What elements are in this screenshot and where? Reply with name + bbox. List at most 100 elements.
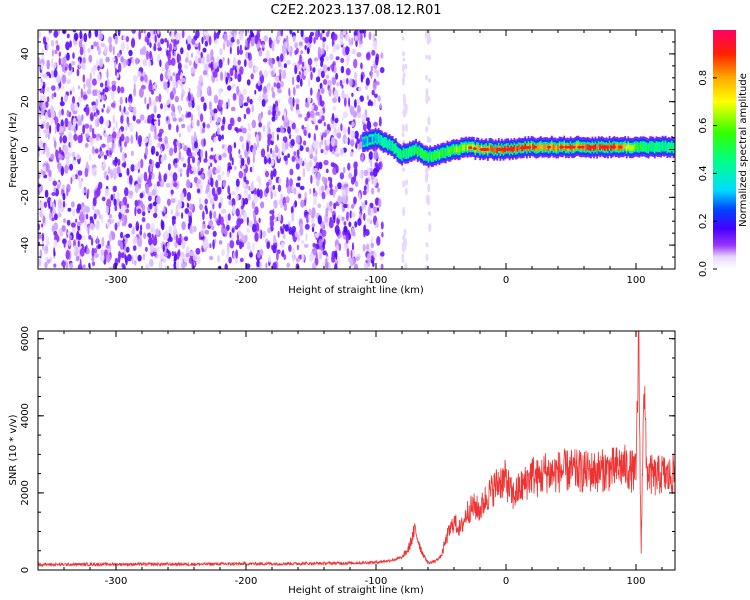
ridge-cell (460, 144, 463, 151)
heatmap-cell (239, 66, 244, 75)
heatmap-cell (106, 143, 110, 150)
heatmap-cell (224, 263, 228, 269)
heatmap-cell (194, 55, 199, 64)
heatmap-cell (185, 246, 190, 255)
heatmap-cell (72, 86, 75, 94)
heatmap-cell (150, 227, 154, 233)
heatmap-cell (117, 85, 121, 94)
heatmap-cell (233, 165, 237, 171)
ridge-cell (552, 144, 555, 151)
heatmap-cell (190, 113, 194, 123)
heatmap-cell (149, 79, 152, 86)
heatmap-cell (187, 163, 192, 171)
heatmap-cell (44, 189, 49, 198)
heatmap-cell (276, 133, 279, 141)
heatmap-cell (108, 233, 112, 242)
heatmap-cell (232, 204, 236, 214)
heatmap-cell (51, 225, 55, 233)
heatmap-cell (269, 215, 272, 222)
heatmap-cell (292, 248, 295, 256)
x-tick-label: -300 (105, 275, 128, 286)
heatmap-cell (402, 113, 406, 118)
heatmap-cell (349, 138, 355, 147)
snr-frame (37, 330, 676, 571)
heatmap-cell (144, 119, 147, 124)
ridge-cell (430, 154, 433, 160)
heatmap-cell (166, 39, 169, 49)
heatmap-cell (125, 125, 128, 132)
heatmap-cell (245, 51, 249, 59)
heatmap-cell (204, 40, 208, 47)
heatmap-cell (342, 78, 346, 84)
ridge-cell (672, 145, 675, 151)
heatmap-cell (45, 111, 48, 121)
heatmap-cell (231, 228, 235, 233)
heatmap-cell (350, 129, 354, 138)
ridge-cell (488, 145, 491, 151)
heatmap-cell (318, 238, 323, 247)
heatmap-cell (42, 215, 46, 224)
heatmap-cell (338, 256, 340, 265)
heatmap-cell (93, 41, 98, 47)
ridge-cell (405, 150, 408, 157)
heatmap-cell (126, 167, 130, 176)
heatmap-cell (50, 118, 54, 125)
heatmap-cell (260, 148, 266, 158)
heatmap-cell (86, 88, 92, 95)
heatmap-cell (353, 30, 358, 37)
heatmap-cell (366, 117, 370, 122)
heatmap-cell (328, 87, 332, 97)
heatmap-cell (191, 100, 195, 109)
heatmap-cell (79, 46, 84, 56)
heatmap-cell (154, 34, 157, 43)
heatmap-cell (372, 206, 378, 214)
heatmap-cell (147, 232, 152, 238)
snr-ylabel: SNR (10 * v/v) (8, 414, 19, 485)
heatmap-cell (426, 135, 430, 143)
heatmap-cell (250, 73, 254, 80)
heatmap-cell (378, 198, 382, 208)
heatmap-cell (112, 167, 118, 175)
heatmap-cell (325, 187, 330, 196)
heatmap-cell (298, 41, 303, 46)
heatmap-cell (226, 242, 230, 251)
ridge-peak (612, 145, 617, 149)
heatmap-cell (295, 182, 299, 187)
heatmap-cell (40, 124, 44, 129)
heatmap-cell (227, 57, 230, 66)
heatmap-cell (158, 260, 163, 269)
colorbar: 0.00.20.40.60.8 Normalized spectral ampl… (698, 30, 749, 277)
ridge-cell (625, 145, 628, 152)
heatmap-cell (58, 57, 61, 66)
heatmap-cell (175, 260, 180, 269)
heatmap-cell (188, 88, 191, 93)
heatmap-cell (200, 148, 204, 159)
heatmap-cell (172, 79, 176, 88)
heatmap-cell (335, 147, 339, 155)
heatmap-cell (321, 47, 325, 55)
ridge-cell (669, 145, 672, 151)
heatmap-cell (280, 30, 284, 37)
heatmap-cell (217, 174, 222, 182)
x-tick-label: -200 (235, 576, 258, 587)
heatmap-cell (66, 79, 71, 85)
heatmap-cell (335, 72, 339, 80)
heatmap-cell (39, 110, 42, 120)
heatmap-cell (289, 30, 293, 35)
heatmap-cell (63, 242, 66, 248)
heatmap-cell (112, 45, 115, 56)
heatmap-cell (262, 125, 266, 132)
heatmap-cell (308, 213, 311, 222)
heatmap-cell (66, 219, 71, 226)
heatmap-cell (80, 88, 83, 99)
heatmap-cell (77, 85, 80, 90)
heatmap-cell (351, 121, 355, 128)
heatmap-cell (200, 230, 204, 238)
ridge-cell (586, 144, 589, 150)
heatmap-cell (159, 251, 164, 260)
heatmap-cell (171, 103, 175, 112)
heatmap-cell (141, 203, 146, 212)
heatmap-cell (186, 43, 191, 51)
heatmap-cell (321, 132, 327, 138)
heatmap-cell (222, 57, 225, 62)
